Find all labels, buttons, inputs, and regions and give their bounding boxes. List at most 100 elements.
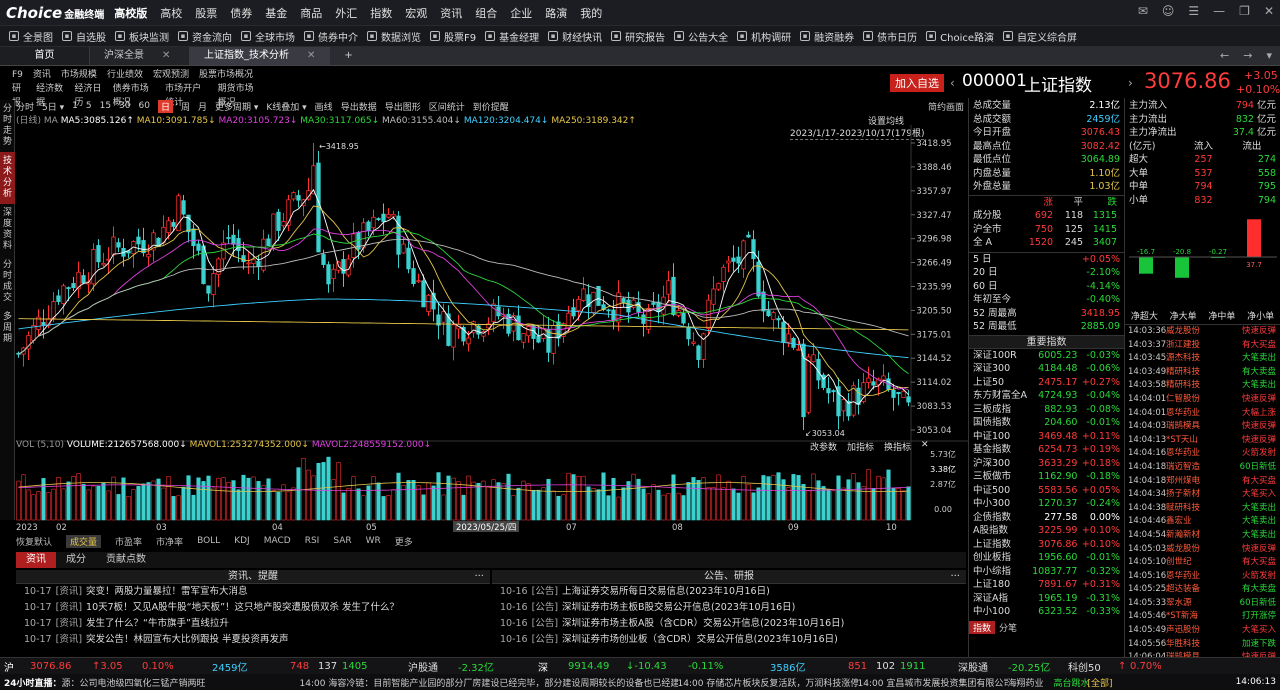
tick-row[interactable]: 14:05:25 超达装备 有大卖盘 — [1125, 583, 1280, 597]
tick-row[interactable]: 14:03:36 威龙股份 快速反弹 — [1125, 325, 1280, 339]
side-tab-3[interactable]: 分时成交 — [2, 260, 12, 303]
close-icon[interactable]: ✕ — [162, 50, 171, 61]
simple-view-button[interactable]: 简约画面 — [928, 103, 965, 113]
tick-row[interactable]: 14:03:49 精研科技 有大卖盘 — [1125, 366, 1280, 380]
index-row[interactable]: 基金指数 6254.73 +0.19% — [969, 443, 1124, 457]
menu-item-6[interactable]: 外汇 — [335, 6, 358, 20]
next-icon[interactable]: › — [1128, 76, 1133, 90]
nav-link-b1[interactable]: 经济数据 — [36, 84, 64, 108]
close-icon[interactable]: ✕ — [921, 440, 929, 450]
tick-row[interactable]: 14:03:37 浙江建投 有大买盘 — [1125, 339, 1280, 353]
toolbar-item-14[interactable]: ▪ 债市日历 — [863, 29, 917, 44]
menu-item-11[interactable]: 企业 — [510, 6, 533, 20]
toolbar-item-12[interactable]: ▪ 机构调研 — [737, 29, 791, 44]
nav-link-b4[interactable]: 市场开户统计 — [165, 84, 202, 108]
side-tab-2[interactable]: 深度资料 — [2, 208, 12, 251]
more-icon[interactable]: ··· — [950, 571, 960, 582]
index-row[interactable]: 深证300 4184.48 -0.06% — [969, 362, 1124, 376]
toolbar-item-7[interactable]: ▪ 股票F9 — [430, 29, 476, 44]
nav-link-2[interactable]: 市场规模 — [60, 70, 97, 80]
menu-item-8[interactable]: 宏观 — [405, 6, 428, 20]
user-icon[interactable]: ☺ — [1161, 4, 1175, 18]
minimize-icon[interactable]: — — [1213, 4, 1226, 18]
indicator-tab-8[interactable]: SAR — [333, 536, 352, 546]
period-8[interactable]: 周 — [180, 102, 190, 113]
info-tab-0[interactable]: 资讯 — [16, 552, 56, 568]
tick-row[interactable]: 14:04:01 仁智股份 快速反弹 — [1125, 393, 1280, 407]
index-row[interactable]: 东方财富全A 4724.93 -0.04% — [969, 389, 1124, 403]
tick-row[interactable]: 14:03:45 源杰科技 大笔卖出 — [1125, 352, 1280, 366]
menu-item-9[interactable]: 资讯 — [440, 6, 463, 20]
side-tab-0[interactable]: 分时走势 — [2, 104, 12, 147]
tab-ticks[interactable]: 分笔 — [999, 623, 1018, 634]
news-item[interactable]: 10-17 [资讯] 发生了什么？“牛市旗手”直线拉升 — [16, 616, 490, 632]
nav-link-b3[interactable]: 债券市场概况 — [112, 84, 149, 108]
tick-row[interactable]: 14:04:54 新瀚新材 大笔卖出 — [1125, 529, 1280, 543]
toolbar-item-0[interactable]: ▪ 全景图 — [9, 29, 53, 44]
add-watchlist-button[interactable]: 加入自选 — [890, 74, 944, 92]
nav-link-4[interactable]: 宏观预测 — [152, 70, 189, 80]
toolbar-item-6[interactable]: ▪ 数据浏览 — [367, 29, 421, 44]
tick-row[interactable]: 14:05:03 威龙股份 快速反弹 — [1125, 543, 1280, 557]
menu-item-5[interactable]: 商品 — [300, 6, 323, 20]
more-icon[interactable]: ··· — [474, 571, 484, 582]
indicator-tab-2[interactable]: 市盈率 — [115, 537, 143, 548]
info-tab-1[interactable]: 成分 — [66, 554, 86, 565]
period-5[interactable]: 30 — [119, 101, 131, 111]
nav-link-5[interactable]: 股票市场概况 — [198, 70, 253, 80]
period-13[interactable]: 导出数据 — [340, 102, 377, 113]
indicator-tab-1[interactable]: 成交量 — [66, 534, 102, 548]
indicator-tab-7[interactable]: RSI — [304, 536, 320, 546]
indicator-tab-9[interactable]: WR — [365, 536, 381, 546]
message-icon[interactable]: ✉ — [1137, 4, 1148, 18]
tick-row[interactable]: 14:04:34 扬子新材 大笔买入 — [1125, 488, 1280, 502]
info-tab-2[interactable]: 贡献点数 — [106, 554, 146, 565]
indicator-tab-3[interactable]: 市净率 — [156, 537, 184, 548]
indicator-tab-4[interactable]: BOLL — [197, 536, 221, 546]
news-item[interactable]: 10-17 [资讯] 10天7板！又见A股牛股“地天板”！这只地产股突遭股债双杀 发… — [16, 600, 490, 616]
indicator-tab-6[interactable]: MACD — [263, 536, 291, 546]
period-9[interactable]: 月 — [197, 102, 207, 113]
tick-row[interactable]: 14:04:13 *ST天山 快速反弹 — [1125, 434, 1280, 448]
index-row[interactable]: 上证50 2475.17 +0.27% — [969, 376, 1124, 390]
index-row[interactable]: A股指数 3225.99 +0.10% — [969, 524, 1124, 538]
tick-row[interactable]: 14:04:03 瑞鹄模具 快速反弹 — [1125, 420, 1280, 434]
period-0[interactable]: 分时 — [16, 102, 35, 113]
news-item[interactable]: 10-17 [资讯] 突变！两股力量暴拉！雷军宣布大消息 — [16, 584, 490, 600]
kline-chart[interactable]: 3418.95 3388.46 3357.97 3327.47 3296.98 3266.… — [16, 125, 968, 557]
news-item[interactable]: 10-16 [公告] 深圳证券市场主板B股交易公开信息(2023年10月16日) — [492, 600, 966, 616]
side-tab-1[interactable]: 技术分析 — [0, 152, 15, 204]
news-item[interactable]: 10-17 [资讯] 突发公告！林园宣布大比例跟投 半夏投资再发声 — [16, 632, 490, 648]
period-2[interactable]: 1 — [72, 101, 78, 111]
period-7[interactable]: 日 — [157, 99, 173, 113]
index-row[interactable]: 中证100 3469.48 +0.11% — [969, 430, 1124, 444]
menu-icon[interactable]: ☰ — [1188, 4, 1200, 18]
toolbar-item-15[interactable]: ▪ Choice路演 — [926, 29, 994, 44]
index-row[interactable]: 深证A指 1965.19 -0.31% — [969, 592, 1124, 606]
tick-row[interactable]: 14:04:18 瑞迈智造 60日新低 — [1125, 461, 1280, 475]
tick-row[interactable]: 14:05:46 *ST新海 打开涨停 — [1125, 610, 1280, 624]
tick-row[interactable]: 14:04:38 赋研科技 大笔卖出 — [1125, 502, 1280, 516]
period-3[interactable]: 5 — [85, 101, 92, 111]
menu-item-2[interactable]: 股票 — [195, 6, 218, 20]
toolbar-item-16[interactable]: ▪ 自定义综合屏 — [1003, 29, 1077, 44]
menu-item-1[interactable]: 高校 — [160, 6, 183, 20]
toolbar-item-8[interactable]: ▪ 基金经理 — [485, 29, 539, 44]
index-row[interactable]: 沪深300 3633.29 +0.18% — [969, 457, 1124, 471]
index-row[interactable]: 企债指数 277.58 0.00% — [969, 511, 1124, 525]
tick-row[interactable]: 14:03:58 精研科技 大笔卖出 — [1125, 379, 1280, 393]
tick-row[interactable]: 14:04:16 恩华药业 火箭发射 — [1125, 447, 1280, 461]
tick-row[interactable]: 14:05:10 创世纪 有大买盘 — [1125, 556, 1280, 570]
edit-params-button[interactable]: 改参数 — [810, 443, 838, 453]
toolbar-item-11[interactable]: ▪ 公告大全 — [674, 29, 728, 44]
tab-home[interactable]: 首页 — [0, 47, 90, 65]
period-14[interactable]: 导出图形 — [384, 102, 421, 113]
toolbar-item-1[interactable]: ▪ 自选股 — [62, 29, 106, 44]
menu-item-3[interactable]: 债券 — [230, 6, 253, 20]
nav-link-3[interactable]: 行业绩效 — [106, 70, 143, 80]
period-16[interactable]: 到价提醒 — [472, 102, 509, 113]
index-row[interactable]: 中小300 1270.37 -0.24% — [969, 497, 1124, 511]
nav-link-b5[interactable]: 期货市场概况 — [217, 84, 254, 108]
tick-row[interactable]: 14:05:56 华胜科技 加速下跌 — [1125, 638, 1280, 652]
close-icon[interactable]: ✕ — [1263, 4, 1274, 18]
